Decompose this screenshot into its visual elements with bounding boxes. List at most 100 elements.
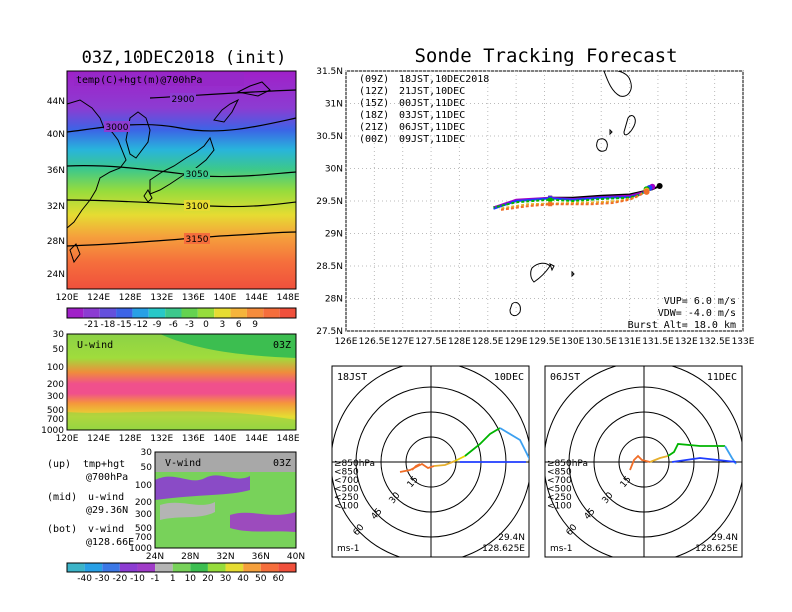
main-lat-tick-2: 36N [47,166,65,176]
track-launch-0 [656,183,663,190]
uwind-panel: U-wind 03Z [66,333,297,431]
tracking-islands [509,71,636,317]
u-p-tick-6: 700 [47,415,64,425]
hodo-right-lon: 128.625E [695,544,738,554]
uwind-label: U-wind [77,340,113,351]
note-mid-val2: @29.36N [86,505,128,516]
v-lat-tick-1: 28N [181,552,199,562]
temp-colorbar-label-8: 3 [220,320,226,330]
temp-colorbar-cell-4 [132,308,149,318]
temp-colorbar-cell-11 [246,308,264,318]
wind-colorbar-label-1: -30 [95,574,110,584]
note-up-val2: @700hPa [86,472,128,483]
main-lon-tick-3: 132E [150,293,173,303]
contour-labels: 2900 3000 3050 3100 3150 [104,93,210,245]
wind-colorbar-cell-0 [67,563,85,572]
hodo-right-lat: 29.4N [711,533,738,543]
v-p-tick-2: 100 [135,481,152,491]
temp-colorbar-label-4: -9 [152,320,161,330]
tracking-panel: (09Z) 18JST,10DEC2018 (12Z) 21JST,10DEC … [345,70,744,332]
note-bot-key: (bot) [47,524,77,535]
uwind-time: 03Z [273,340,291,351]
track-lat-tick-2: 30.5N [316,132,343,142]
main-lon-tick-6: 144E [245,293,268,303]
hodograph-left: 18JST 10DEC 29.4N 128.625E ms-1 15 30 45… [331,365,530,558]
track-lon-tick-12: 132E [675,337,698,347]
main-lat-tick-1: 40N [47,130,65,140]
hodo-right-time: 06JST [550,372,580,383]
wind-colorbar-cell-6 [172,563,191,572]
hodo-left-date: 10DEC [494,372,524,383]
tracking-grid [345,70,744,332]
track-lon-tick-2: 127E [391,337,414,347]
temp-colorbar-cell-10 [230,308,247,318]
temp-colorbar-cell-6 [165,308,182,318]
temp-colorbar-cell-0 [67,308,84,318]
track-lon-tick-11: 131.5E [642,337,674,347]
main-lon-tick-2: 128E [119,293,142,303]
track-lon-tick-9: 130.5E [585,337,617,347]
temp-colorbar-label-7: 0 [203,320,209,330]
u-p-tick-5: 500 [47,406,64,416]
note-up-key: (up) [47,459,71,470]
hodo-left-legend-item-5: <100 [334,502,359,512]
legend-text-0: 18JST,10DEC2018 [399,74,489,85]
track-lon-tick-7: 129.5E [529,337,561,347]
contour-label-3100: 3100 [186,202,209,212]
v-p-tick-5: 500 [135,524,152,534]
legend-text-4: 06JST,11DEC [399,122,465,133]
temp-colorbar-cell-5 [148,308,166,318]
v-lat-tick-2: 32N [216,552,234,562]
hodo-left-legend-item-0: ≥850hPa [334,459,375,469]
u-lon-tick-3: 132E [150,434,173,444]
hodo-right-legend-item-4: <250 [547,493,572,503]
main-map-panel: 2900 3000 3050 3100 3150 temp(C)+hgt(m)@… [66,70,297,290]
info-vup: VUP= 6.0 m/s [664,296,736,307]
hodo-right-legend-item-2: <700 [547,476,572,486]
v-p-tick-3: 200 [135,498,152,508]
temp-colorbar-label-0: -21 [84,320,99,330]
track-lon-tick-8: 130E [561,337,584,347]
temp-colorbar-cell-3 [116,308,133,318]
track-lon-tick-6: 129E [505,337,528,347]
u-p-tick-0: 30 [53,330,65,340]
main-lon-tick-1: 124E [87,293,110,303]
vwind-lat-ticks: 24N 28N 32N 36N 40N [146,552,305,562]
legend-code-4: (21Z) [359,122,389,133]
tracking-title: Sonde Tracking Forecast [414,45,677,67]
wind-colorbar-cell-1 [84,563,103,572]
track-lat-tick-8: 27.5N [316,327,343,337]
track-lon-tick-0: 126E [335,337,358,347]
wind-colorbar-label-2: -20 [112,574,127,584]
track-lat-tick-1: 31N [325,100,343,110]
note-up-val: tmp+hgt [83,459,125,470]
hodo-right-unit: ms-1 [550,544,572,554]
main-map-lon-ticks: 120E 124E 128E 132E 136E 140E 144E 148E [56,293,300,303]
wind-colorbar-label-3: -10 [130,574,145,584]
hodo-right-legend-item-5: <100 [547,502,572,512]
wind-colorbar-label-9: 40 [237,574,249,584]
track-lat-tick-5: 29N [325,230,343,240]
wind-colorbar-cell-10 [243,563,261,572]
tracking-legend: (09Z) 18JST,10DEC2018 (12Z) 21JST,10DEC … [359,74,489,145]
u-lon-tick-4: 136E [182,434,205,444]
temp-colorbar-label-2: -15 [117,320,132,330]
wind-colorbar-label-0: -40 [77,574,92,584]
wind-colorbar: -40 -30 -20 -10 -1 1 10 20 30 40 50 60 [66,562,297,584]
wind-colorbar-cell-11 [260,563,279,572]
hodo-left-legend: ≥850hPa<850<700<500<250<100 [334,459,375,512]
track-series-2 [493,187,651,210]
temp-colorbar-cell-13 [279,308,296,318]
hodograph-right: 06JST 11DEC 29.4N 128.625E ms-1 15 30 45… [544,365,743,558]
wind-colorbar-cell-4 [137,563,156,572]
track-launch-5 [643,188,650,195]
main-lon-tick-7: 148E [277,293,300,303]
info-burst: Burst Alt= 18.0 km [628,320,736,331]
tracking-lines [493,183,663,212]
vwind-label: V-wind [165,458,201,469]
legend-code-2: (15Z) [359,98,389,109]
hodo-left-time: 18JST [337,372,367,383]
temp-colorbar-cell-7 [181,308,198,318]
v-p-tick-6: 700 [135,533,152,543]
